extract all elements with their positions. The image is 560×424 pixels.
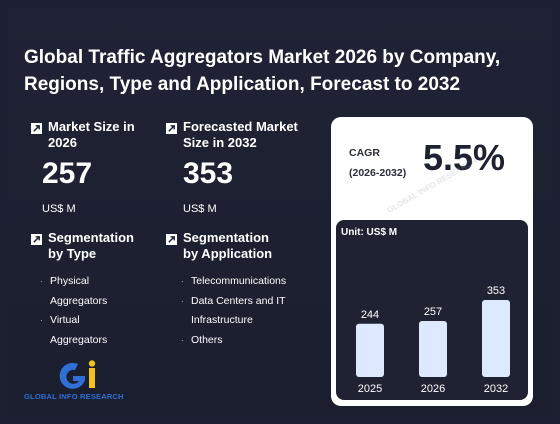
chart-unit-label: Unit: US$ M <box>341 227 398 238</box>
forecast-label: Forecasted Market Size in 2032 <box>183 119 298 150</box>
market-size-value: 257 <box>42 157 93 190</box>
bar-value-label: 244 <box>361 309 379 321</box>
x-tick-label: 2032 <box>484 383 508 395</box>
forecast-stat: Forecasted Market Size in 2032 353 US$ M <box>166 119 316 215</box>
cagr-label: CAGR (2026-2032) <box>349 147 407 179</box>
arrow-up-right-icon <box>166 234 177 245</box>
list-item: · Others <box>181 333 223 346</box>
arrow-up-right-icon <box>31 123 42 134</box>
cagr-value: 5.5% <box>423 137 506 178</box>
list-item: · Physical Aggregators <box>40 275 108 307</box>
page-title: Global Traffic Aggregators Market 2026 b… <box>24 47 501 95</box>
list-item: · Data Centers and IT Infrastructure <box>181 294 286 327</box>
forecast-value: 353 <box>183 157 234 190</box>
logo-text: GLOBAL INFO RESEARCH <box>24 392 124 401</box>
x-tick-label: 2025 <box>358 383 382 395</box>
segmentation-application: Segmentation by Application · Telecommuni… <box>166 230 316 350</box>
segmentation-application-label: Segmentation by Application <box>183 230 273 261</box>
list-item: · Telecommunications <box>181 275 287 287</box>
bar-chart: 244 2025 257 2026 353 2032 <box>356 285 510 395</box>
market-size-label: Market Size in 2026 <box>48 119 135 150</box>
cagr-card: CAGR (2026-2032) 5.5% GLOBAL INFO RESEAR… <box>331 117 533 406</box>
bar-chart-panel: Unit: US$ M 244 2025 257 2026 353 2032 <box>336 220 528 400</box>
x-tick-label: 2026 <box>421 383 445 395</box>
segmentation-type: Segmentation by Type · Physical Aggregato… <box>31 230 156 350</box>
bar-2032 <box>482 300 510 377</box>
market-size-unit: US$ M <box>42 203 76 215</box>
bar-2026 <box>419 320 447 377</box>
market-size-stat: Market Size in 2026 257 US$ M <box>31 119 151 215</box>
bar-value-label: 257 <box>424 306 442 318</box>
list-item: · Virtual Aggregators <box>40 314 108 346</box>
bar-value-label: 353 <box>487 285 505 297</box>
arrow-up-right-icon <box>31 234 42 245</box>
arrow-up-right-icon <box>166 123 177 134</box>
segmentation-type-label: Segmentation by Type <box>48 230 134 261</box>
forecast-unit: US$ M <box>183 203 217 215</box>
bar-2025 <box>356 323 384 377</box>
company-logo: GLOBAL INFO RESEARCH <box>24 360 144 404</box>
